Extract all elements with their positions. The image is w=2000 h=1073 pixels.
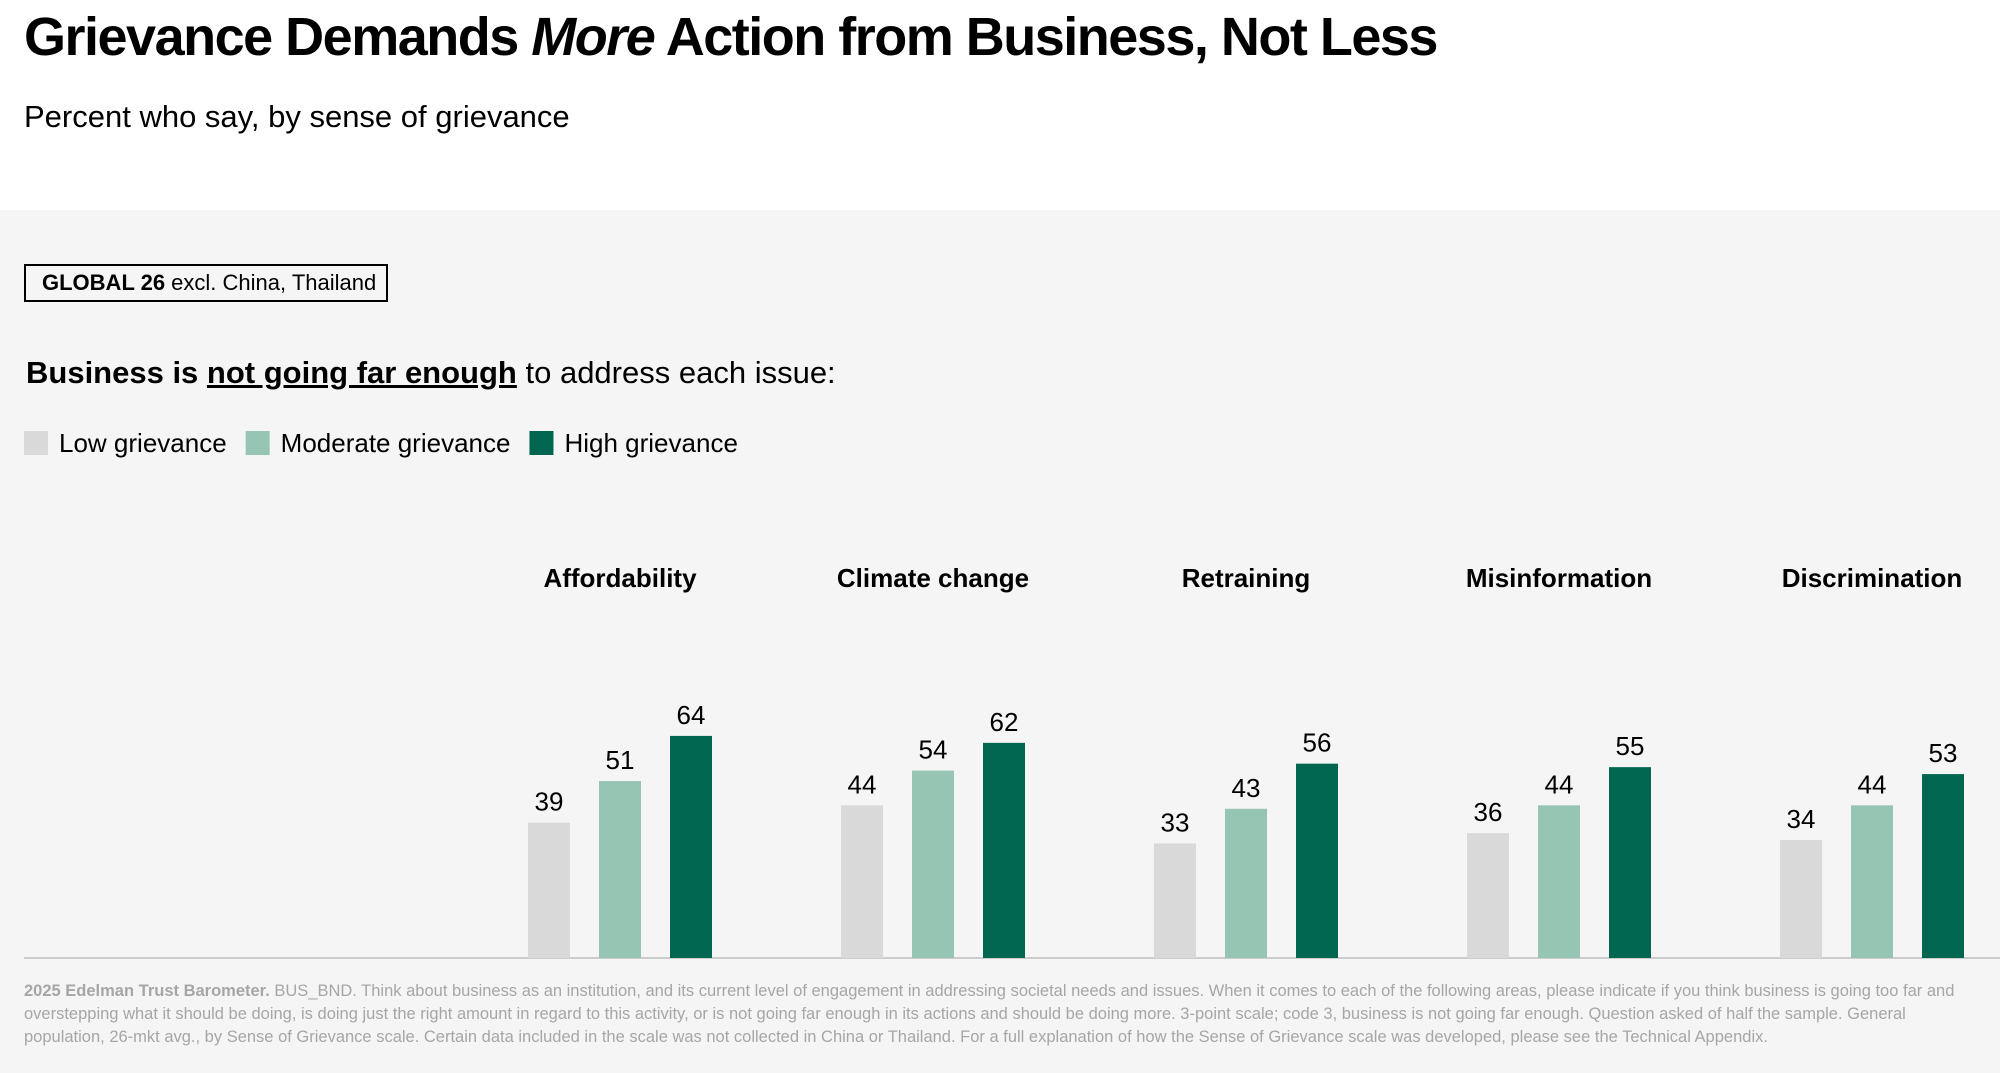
bar <box>1780 840 1822 958</box>
bar <box>670 735 712 958</box>
category-label: Retraining <box>1182 563 1311 593</box>
category-label: Climate change <box>837 563 1029 593</box>
category-label: Affordability <box>543 563 697 593</box>
value-label: 33 <box>1161 807 1190 837</box>
title-part: Grievance Demands <box>24 7 532 67</box>
value-label: 39 <box>535 787 564 817</box>
value-label: 44 <box>1858 769 1887 799</box>
legend-swatch <box>245 431 270 455</box>
page-subtitle: Percent who say, by sense of grievance <box>24 99 570 134</box>
heading-part: Business is <box>26 355 207 390</box>
category-label: Misinformation <box>1466 563 1652 593</box>
bar <box>1467 833 1509 958</box>
page-title: Grievance Demands More Action from Busin… <box>24 6 1439 68</box>
filter-badge: GLOBAL 26 excl. China, Thailand <box>24 264 388 302</box>
bar <box>912 770 954 958</box>
value-label: 54 <box>919 735 948 765</box>
bar <box>1609 767 1651 958</box>
bar <box>599 781 641 958</box>
bar <box>841 805 883 958</box>
value-label: 62 <box>990 707 1019 737</box>
value-label: 44 <box>848 769 877 799</box>
value-label: 44 <box>1545 769 1574 799</box>
value-label: 43 <box>1232 773 1261 803</box>
title-emphasis: More <box>531 7 656 67</box>
footnote: 2025 Edelman Trust Barometer. BUS_BND. T… <box>24 980 1969 1049</box>
heading-part: to address each issue: <box>516 355 836 390</box>
legend-label: Low grievance <box>59 428 227 458</box>
footnote-source: 2025 Edelman Trust Barometer. <box>24 982 270 1000</box>
heading-emphasis: not going far enough <box>206 355 517 390</box>
bar <box>528 822 570 958</box>
value-label: 55 <box>1616 731 1645 761</box>
footnote-text: BUS_BND. Think about business as an inst… <box>24 982 1955 1046</box>
value-label: 56 <box>1303 728 1332 758</box>
value-label: 53 <box>1929 738 1958 768</box>
filter-label: GLOBAL 26 <box>42 270 166 295</box>
legend-swatch <box>24 431 48 455</box>
category-label: Discrimination <box>1782 563 1963 593</box>
bar <box>1225 808 1267 958</box>
bar <box>1296 763 1338 958</box>
legend-label: Moderate grievance <box>281 428 511 458</box>
value-label: 51 <box>606 745 635 775</box>
bar <box>1538 805 1580 958</box>
value-label: 64 <box>677 700 706 730</box>
value-label: 34 <box>1787 804 1816 834</box>
title-part: Action from Business, Not Less <box>654 7 1439 67</box>
filter-detail: excl. China, Thailand <box>165 270 377 295</box>
legend-label: High grievance <box>564 428 737 458</box>
bar <box>1154 843 1196 958</box>
legend-swatch <box>529 431 554 455</box>
bar <box>1922 774 1964 958</box>
chart-heading: Business is not going far enough to addr… <box>26 355 836 391</box>
value-label: 36 <box>1474 797 1503 827</box>
bar <box>1851 805 1893 958</box>
bar <box>983 742 1025 958</box>
